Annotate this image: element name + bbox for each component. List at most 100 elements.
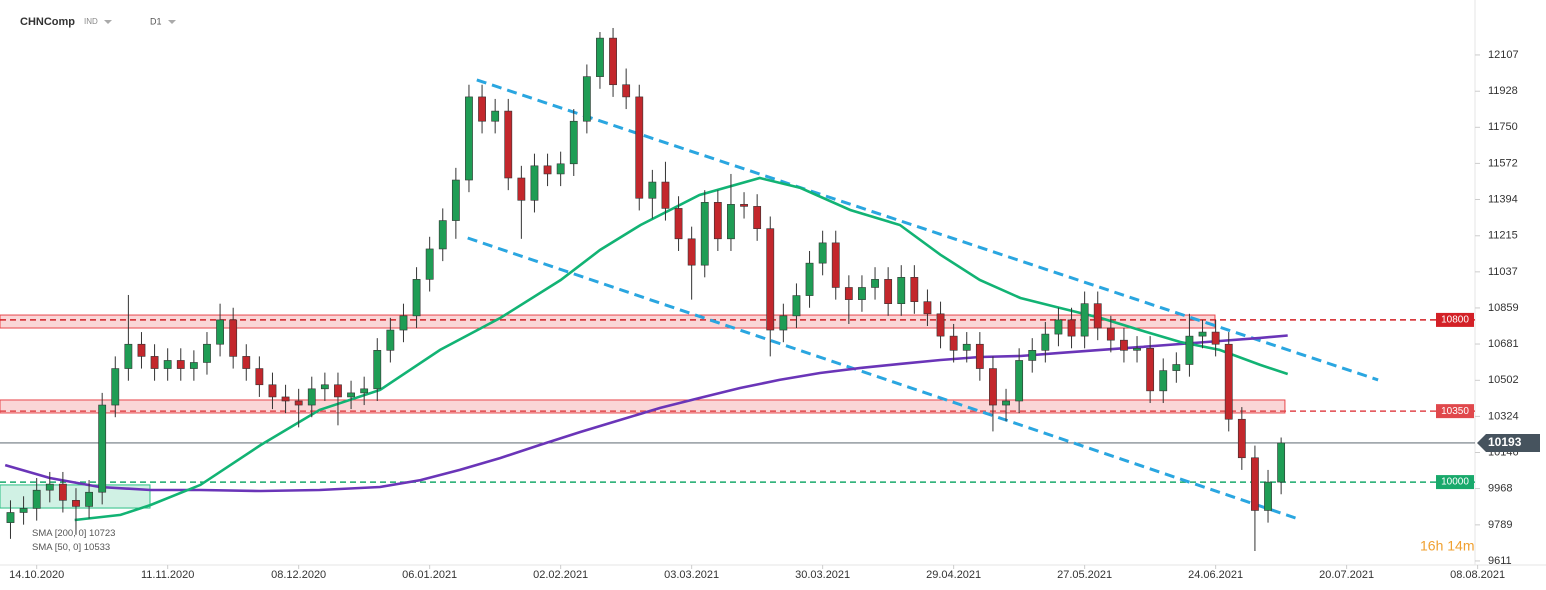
- x-tick-label: 08.08.2021: [1450, 569, 1505, 581]
- candle-body: [1251, 457, 1259, 511]
- candle-body: [635, 96, 644, 199]
- candle-body: [451, 179, 460, 221]
- x-tick-label: 08.12.2020: [271, 569, 326, 581]
- candle-body: [596, 37, 604, 77]
- candle-body: [137, 343, 146, 357]
- candle-body: [1080, 303, 1089, 337]
- sma-value: 10723: [89, 528, 115, 539]
- candle-body: [713, 202, 722, 240]
- level-label-box: [1436, 404, 1474, 419]
- x-tick-label: 20.07.2021: [1319, 569, 1374, 581]
- candle-body: [1172, 364, 1181, 371]
- sma-line: [74, 176, 1289, 522]
- y-tick-label: 11928: [1488, 85, 1518, 97]
- candle-body: [805, 262, 814, 296]
- candle-body: [412, 279, 421, 317]
- candle-body: [556, 163, 565, 175]
- sma-name: SMA [200, 0]: [32, 528, 86, 539]
- trend-line: [467, 236, 1296, 520]
- candle-body: [648, 181, 657, 199]
- candle-body: [1264, 481, 1272, 511]
- candle-body: [962, 343, 971, 351]
- candle-body: [360, 388, 369, 394]
- y-tick-label: 11572: [1488, 157, 1518, 169]
- candle-body: [1093, 303, 1102, 329]
- x-tick-label: 03.03.2021: [664, 569, 719, 581]
- candle-body: [386, 329, 395, 351]
- x-tick-label: 02.02.2021: [533, 569, 588, 581]
- y-tick-label: 11394: [1488, 193, 1518, 205]
- symbol[interactable]: CHNComp: [20, 16, 75, 28]
- y-tick-label: 11215: [1488, 230, 1518, 242]
- candle-body: [255, 368, 264, 386]
- candle-body: [674, 208, 683, 240]
- candle-body: [163, 360, 172, 369]
- candle-body: [858, 287, 866, 300]
- level-label-box: [1436, 312, 1474, 327]
- candle-body: [936, 313, 945, 337]
- candle-body: [753, 206, 762, 229]
- candle-body: [530, 165, 539, 201]
- y-tick-label: 12107: [1488, 49, 1519, 61]
- candle-body: [1054, 319, 1063, 335]
- candle-body: [334, 384, 342, 398]
- plot: [0, 27, 1475, 552]
- x-tick-label: 06.01.2021: [402, 569, 457, 581]
- last-price-box: [1477, 433, 1540, 452]
- candle-body: [1015, 360, 1024, 402]
- candle-body: [1237, 418, 1246, 459]
- x-tick-label: 11.11.2020: [141, 569, 194, 581]
- candle-body: [1002, 400, 1010, 406]
- candle-body: [58, 483, 67, 501]
- x-tick-label: 30.03.2021: [795, 569, 850, 581]
- y-tick-label: 9611: [1488, 555, 1512, 567]
- level-label: 10350: [1441, 406, 1469, 417]
- candle-body: [1067, 319, 1076, 337]
- candle-body: [884, 279, 893, 304]
- candle-body: [150, 356, 159, 369]
- candle-body: [45, 483, 54, 491]
- candle-body: [189, 362, 198, 369]
- sma-legend[interactable]: SMA [200, 0] 10723: [32, 528, 115, 539]
- candle-body: [491, 110, 500, 122]
- candle-body: [307, 388, 316, 406]
- candle-body: [85, 491, 93, 507]
- candle-body: [910, 277, 919, 302]
- candle-body: [478, 96, 486, 122]
- y-tick-label: 11750: [1488, 121, 1518, 133]
- y-tick-label: 10502: [1488, 374, 1519, 386]
- candle-body: [32, 489, 41, 509]
- candle-body: [609, 37, 617, 86]
- candle-body: [582, 76, 591, 122]
- candle-body: [268, 384, 277, 398]
- candle-body: [1041, 333, 1050, 351]
- x-tick-label: 14.10.2020: [9, 569, 64, 581]
- dropdown-arrow[interactable]: [168, 20, 176, 24]
- candle-body: [897, 277, 906, 304]
- level-label-box: [1436, 475, 1474, 490]
- candle-body: [216, 319, 224, 345]
- candle-body: [1133, 347, 1141, 351]
- candle-body: [661, 181, 670, 209]
- candle-body: [844, 287, 853, 300]
- trend-line: [476, 78, 1379, 382]
- y-tick-label: 11037: [1488, 266, 1518, 278]
- timeframe[interactable]: D1: [150, 16, 162, 26]
- instrument-type[interactable]: IND: [84, 17, 98, 26]
- level-label: 10800: [1441, 315, 1469, 326]
- dropdown-arrow[interactable]: [104, 20, 112, 24]
- y-tick-label: 9968: [1488, 482, 1512, 494]
- candle-body: [923, 301, 932, 315]
- candle-body: [1185, 335, 1194, 365]
- candle-body: [517, 177, 526, 201]
- sma-legend[interactable]: SMA [50, 0] 10533: [32, 542, 110, 553]
- candle-body: [320, 384, 329, 390]
- candle-body: [399, 315, 408, 331]
- candle-body: [425, 248, 434, 280]
- candle-body: [792, 295, 801, 317]
- candle-body: [543, 165, 552, 175]
- candle-body: [569, 120, 578, 165]
- candle-body: [504, 110, 513, 179]
- candle-body: [124, 343, 133, 369]
